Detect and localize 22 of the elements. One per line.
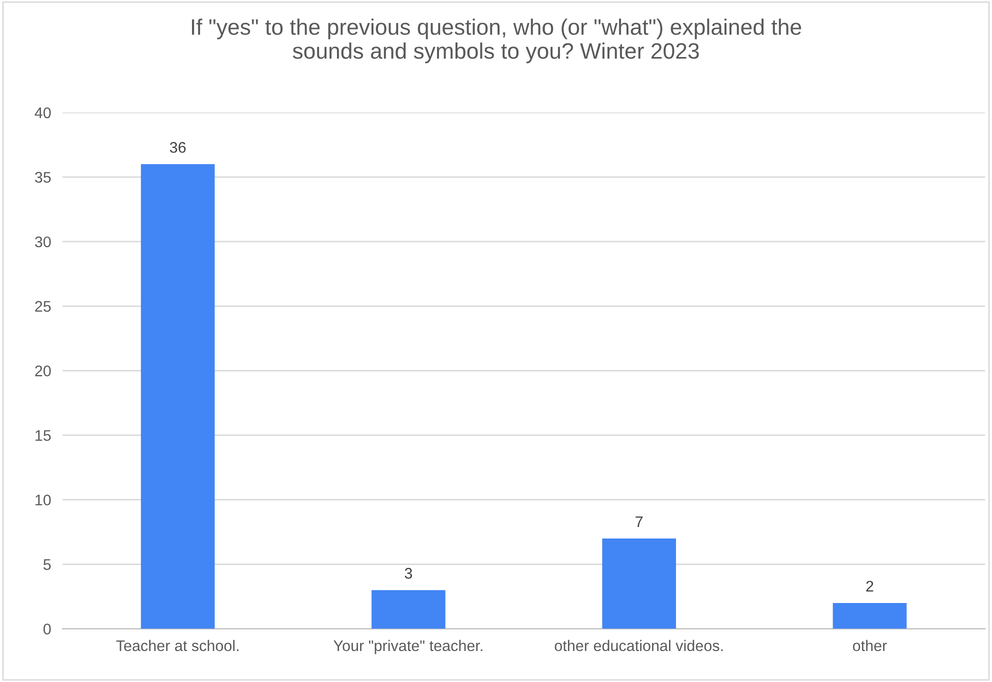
y-tick-label: 10 xyxy=(36,494,51,506)
y-tick-label: 25 xyxy=(35,301,51,312)
y-tick-label: 40 xyxy=(34,107,51,118)
y-tick-label: 5 xyxy=(44,559,51,570)
x-tick-label: other xyxy=(852,640,887,652)
x-tick-label: Teacher at school. xyxy=(116,640,238,652)
bar xyxy=(372,590,446,629)
bar xyxy=(832,602,907,629)
data-label: 7 xyxy=(636,516,643,527)
bar xyxy=(140,164,215,629)
data-label: 36 xyxy=(170,142,186,153)
x-tick-label: Your "private" teacher. xyxy=(334,640,482,654)
bar xyxy=(602,538,676,629)
y-tick-label: 0 xyxy=(43,624,51,634)
chart-title: If "yes" to the previous question, who (or "what") explained the sounds and symbols to you? Winter 2023 xyxy=(192,18,802,64)
data-label: 2 xyxy=(866,580,874,592)
y-tick-label: 35 xyxy=(34,172,51,183)
y-tick-label: 30 xyxy=(34,236,51,248)
x-tick-label: other educational videos. xyxy=(554,640,723,652)
y-tick-label: 15 xyxy=(36,430,51,441)
data-label: 3 xyxy=(404,568,412,579)
y-tick-label: 20 xyxy=(35,366,51,376)
